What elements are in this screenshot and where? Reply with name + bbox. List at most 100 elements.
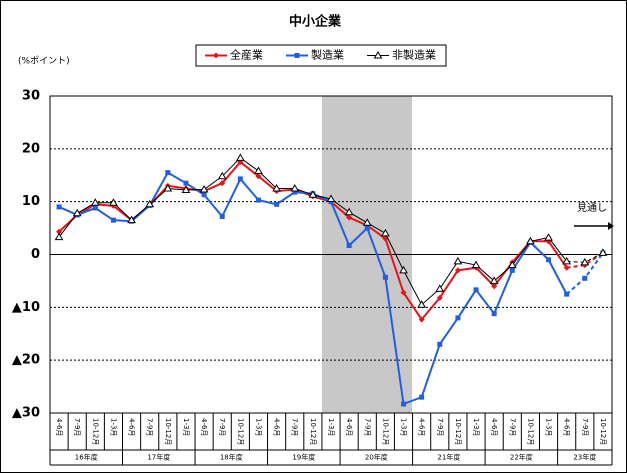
- y-tick-label: ▲30: [12, 406, 40, 421]
- x-tick-label: 4-6月: [490, 418, 498, 436]
- y-tick-label: ▲20: [12, 353, 40, 368]
- series-line: [566, 252, 604, 263]
- x-tick-label: 1-3月: [254, 418, 262, 436]
- marker: [292, 189, 298, 195]
- year-label: 18年度: [220, 453, 243, 462]
- x-tick-label: 7-9月: [73, 418, 81, 436]
- chart-title: 中小企業: [289, 14, 342, 30]
- year-label: 19年度: [292, 453, 315, 462]
- marker: [201, 192, 207, 198]
- marker: [163, 183, 173, 192]
- x-tick-label: 7-9月: [581, 418, 589, 436]
- marker: [562, 256, 572, 265]
- x-tick-label: 10-12月: [454, 418, 462, 445]
- legend-marker: [213, 52, 219, 59]
- marker: [308, 190, 318, 198]
- x-tick-label: 10-12月: [91, 418, 99, 445]
- marker: [145, 199, 155, 208]
- x-tick-label: 10-12月: [309, 418, 317, 445]
- marker: [255, 173, 262, 180]
- marker: [165, 170, 171, 176]
- x-tick-label: 1-3月: [545, 418, 553, 436]
- marker: [362, 218, 372, 226]
- y-tick-label: 30: [22, 89, 40, 104]
- year-label: 16年度: [75, 453, 98, 462]
- x-tick-label: 10-12月: [526, 418, 534, 445]
- x-tick-label: 7-9月: [218, 418, 226, 436]
- marker: [400, 289, 407, 296]
- marker: [546, 257, 552, 263]
- x-tick-label: 7-9月: [291, 418, 299, 436]
- annotation: 見通し: [577, 202, 607, 214]
- x-tick-label: 10-12月: [236, 418, 244, 445]
- marker: [255, 197, 261, 203]
- marker: [344, 207, 354, 216]
- marker: [582, 275, 588, 281]
- y-tick-label: ▲10: [12, 300, 40, 315]
- marker: [110, 217, 116, 223]
- marker: [417, 300, 427, 308]
- legend-label: 製造業: [311, 48, 344, 62]
- marker: [127, 215, 136, 224]
- x-tick-label: 7-9月: [146, 418, 154, 436]
- year-label: 21年度: [437, 453, 460, 462]
- x-tick-label: 4-6月: [273, 418, 281, 436]
- x-tick-label: 1-3月: [327, 418, 335, 436]
- year-label: 23年度: [573, 453, 596, 462]
- marker: [90, 198, 100, 206]
- y-axis-label: (%ポイント): [18, 56, 70, 67]
- marker: [564, 291, 570, 297]
- marker: [381, 228, 390, 237]
- x-tick-label: 4-6月: [55, 418, 63, 436]
- marker: [436, 294, 443, 301]
- marker: [473, 287, 479, 293]
- marker: [489, 276, 499, 284]
- annotation-arrowhead: [608, 222, 614, 230]
- marker: [56, 204, 62, 210]
- marker: [92, 205, 98, 211]
- year-label: 17年度: [147, 453, 170, 462]
- x-tick-label: 4-6月: [128, 418, 136, 436]
- marker: [507, 260, 517, 269]
- marker: [181, 185, 191, 194]
- marker: [455, 315, 461, 321]
- marker: [219, 180, 226, 187]
- marker: [219, 213, 225, 219]
- plot-border: [49, 95, 613, 414]
- marker: [237, 176, 243, 182]
- marker: [382, 274, 388, 280]
- y-tick-label: 10: [22, 194, 40, 209]
- y-tick-label: 20: [22, 141, 40, 156]
- marker: [54, 232, 64, 241]
- marker: [217, 171, 227, 180]
- marker: [290, 183, 300, 192]
- marker: [346, 243, 352, 249]
- marker: [254, 166, 263, 175]
- legend-marker: [294, 53, 300, 58]
- marker: [364, 225, 370, 231]
- marker: [56, 228, 63, 235]
- x-tick-label: 1-3月: [472, 418, 480, 436]
- x-tick-label: 4-6月: [345, 418, 353, 436]
- marker: [274, 201, 280, 207]
- marker: [346, 214, 353, 221]
- marker: [453, 256, 463, 265]
- legend: [195, 44, 447, 67]
- legend-marker: [373, 51, 383, 59]
- marker: [401, 401, 407, 407]
- marker: [563, 264, 570, 271]
- x-tick-label: 4-6月: [200, 418, 208, 436]
- x-tick-label: 1-3月: [400, 418, 408, 436]
- legend-label: 非製造業: [392, 48, 436, 62]
- x-tick-label: 1-3月: [109, 418, 117, 436]
- y-tick-label: 0: [31, 247, 40, 262]
- marker: [471, 260, 481, 269]
- legend-label: 全産業: [230, 48, 263, 62]
- marker: [544, 233, 553, 241]
- marker: [418, 316, 425, 323]
- marker: [419, 394, 425, 400]
- marker: [235, 153, 245, 161]
- marker: [598, 248, 608, 256]
